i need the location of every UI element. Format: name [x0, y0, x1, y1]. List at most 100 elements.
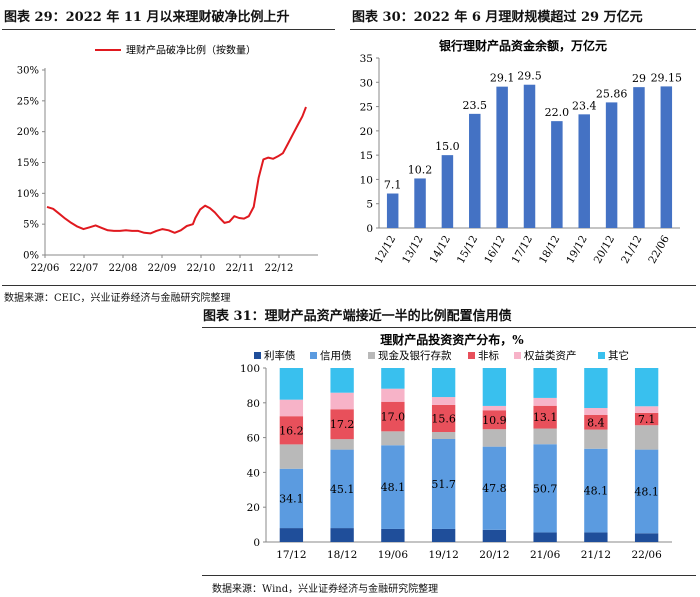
bar: [551, 121, 563, 228]
bar-segment: [533, 405, 557, 429]
legend-label: 现金及银行存款: [378, 349, 452, 362]
bar: [441, 155, 454, 228]
y-tick-label: 5: [366, 199, 373, 211]
segment-value-label: 47.8: [482, 482, 507, 495]
legend-swatch: [310, 352, 317, 359]
bar-value-label: 23.4: [572, 99, 597, 112]
chart-title: 银行理财产品资金余额，万亿元: [439, 38, 607, 53]
segment-value-label: 8.4: [587, 416, 605, 429]
x-tick-label: 18/12: [537, 234, 563, 266]
x-tick-label: 22/08: [109, 263, 138, 274]
x-tick-label: 16/12: [482, 234, 508, 266]
y-tick-label: 30%: [17, 66, 39, 77]
x-tick-label: 20/12: [592, 234, 618, 266]
x-tick-label: 22/07: [70, 263, 99, 274]
bar: [633, 87, 645, 228]
bar-value-label: 10.2: [408, 163, 433, 176]
x-tick-label: 22/06: [631, 549, 662, 561]
bar: [578, 114, 590, 228]
bar-segment: [482, 429, 507, 447]
bar: [496, 86, 508, 229]
bar-value-label: 25.86: [596, 87, 628, 100]
segment-value-label: 10.9: [482, 414, 507, 427]
bar-segment: [533, 532, 557, 542]
figure30-title-rule: [350, 29, 696, 30]
bar-segment: [634, 412, 659, 426]
bar-value-label: 29.15: [651, 71, 683, 84]
legend-label: 利率债: [264, 349, 296, 362]
bar-segment: [279, 416, 304, 445]
asset-allocation-stacked-bar-chart: 理财产品投资资产分布，% 利率债 信用债 现金及银行存款 非标 权益类资产 其它 0 20 40 6…: [240, 332, 672, 561]
y-tick-label: 35: [360, 53, 373, 65]
bar-segment: [279, 399, 304, 417]
bar-segment: [330, 449, 354, 529]
figure31-title-rule: [202, 327, 696, 328]
x-tick-label: 15/12: [455, 234, 481, 266]
bar-segment: [431, 368, 456, 398]
bar-segment: [584, 368, 608, 409]
bar-segment: [482, 446, 507, 530]
top-section-rule: [2, 285, 696, 286]
bar-segment: [634, 449, 659, 534]
y-tick-label: 100: [240, 363, 260, 375]
bar-segment: [381, 445, 405, 529]
x-tick-label: 19/12: [564, 234, 590, 266]
bar-segment: [431, 397, 456, 405]
legend-swatch: [254, 352, 261, 359]
figure31-title: 图表 31：理财产品资产端接近一半的比例配置信用债: [203, 309, 512, 324]
x-tick-label: 19/12: [428, 549, 458, 561]
x-tick-label: 13/12: [400, 234, 426, 266]
legend-swatch: [598, 352, 605, 359]
bar: [660, 86, 673, 228]
bar: [414, 178, 426, 228]
bar-segment: [634, 368, 659, 407]
segment-value-label: 48.1: [584, 485, 609, 498]
segment-value-label: 45.1: [330, 483, 355, 496]
y-tick-label: 20: [247, 502, 260, 514]
x-tick-label: 17/12: [276, 549, 306, 561]
legend-swatch: [368, 352, 375, 359]
y-tick-label: 0: [366, 223, 373, 235]
bar-segment: [279, 368, 304, 400]
x-tick-label: 20/12: [479, 549, 509, 561]
bar-segment: [533, 368, 557, 398]
segment-value-label: 48.1: [634, 485, 659, 498]
bar-value-label: 22.0: [545, 106, 570, 119]
bar: [386, 193, 399, 228]
x-tick-label: 18/12: [327, 549, 357, 561]
bar-segment: [431, 438, 456, 529]
bar-segment: [482, 529, 507, 542]
legend-label: 其它: [608, 349, 629, 362]
y-tick-label: 20: [360, 126, 373, 138]
segment-value-label: 17.2: [330, 418, 355, 431]
bar-value-label: 29.1: [490, 72, 515, 85]
segment-value-label: 7.1: [638, 413, 656, 426]
bar-segment: [584, 408, 608, 415]
segment-value-label: 34.1: [279, 492, 304, 505]
figure29-title: 图表 29：2022 年 11 月以来理财破净比例上升: [4, 10, 290, 25]
x-tick-label: 22/11: [226, 263, 255, 274]
bar-segment: [533, 428, 557, 445]
y-tick-label: 20%: [17, 127, 39, 138]
bar-segment: [279, 444, 304, 469]
bar-segment: [330, 409, 354, 440]
bar: [469, 113, 481, 228]
bar-segment: [431, 528, 456, 542]
y-tick-label: 15: [360, 150, 373, 162]
bar-segment: [533, 444, 557, 533]
bar-segment: [431, 404, 456, 433]
bar-segment: [584, 448, 608, 533]
segment-value-label: 50.7: [533, 482, 558, 495]
bar-value-label: 15.0: [435, 140, 460, 153]
bar-segment: [279, 528, 304, 542]
bar-segment: [634, 406, 659, 413]
bar-value-label: 29: [632, 72, 646, 85]
source-note-wind: 数据来源：Wind，兴业证券经济与金融研究院整理: [212, 584, 439, 595]
wealth-balance-bar-chart: 银行理财产品资金余额，万亿元 0 5 10 15 20 25 30 35 7.1 12/12 10.2…: [360, 38, 683, 266]
y-tick-label: 0: [253, 537, 260, 549]
figure29-title-rule: [2, 29, 335, 30]
bar-segment: [634, 533, 659, 542]
bar-segment: [330, 368, 354, 393]
figure30-title: 图表 30：2022 年 6 月理财规模超过 29 万亿元: [352, 10, 643, 25]
x-tick-label: 19/06: [378, 549, 409, 561]
